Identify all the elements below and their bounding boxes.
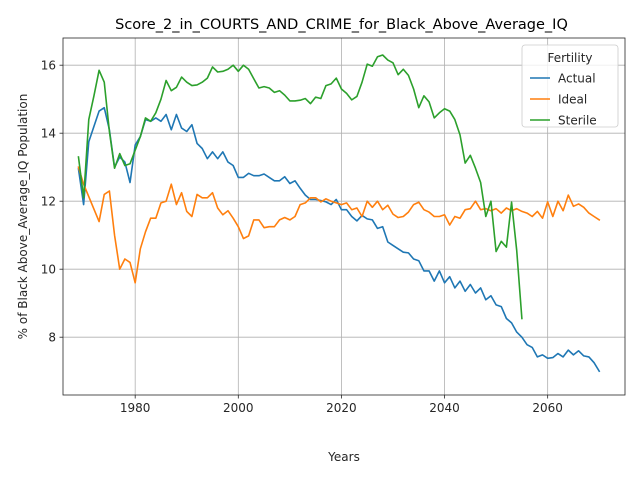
series-line-ideal (77, 166, 601, 284)
legend-title: Fertility (547, 51, 592, 65)
series-lines (77, 54, 601, 373)
x-tick-label: 2040 (429, 401, 460, 415)
x-tick-label: 2020 (326, 401, 357, 415)
series-line-actual (77, 106, 601, 373)
x-axis-label: Years (327, 450, 360, 464)
legend-label-ideal: Ideal (558, 92, 587, 106)
y-tick-label: 10 (41, 263, 56, 277)
x-tick-label: 2060 (532, 401, 563, 415)
legend-label-sterile: Sterile (558, 113, 597, 127)
chart-title: Score_2_in_COURTS_AND_CRIME_for_Black_Ab… (115, 17, 568, 33)
x-axis-ticks: 1980 2000 2020 2040 2060 (120, 395, 563, 415)
legend-box (521, 44, 619, 128)
y-axis-label: % of Black Above_Average_IQ Population (16, 94, 30, 340)
y-tick-label: 14 (41, 127, 56, 141)
legend: Fertility Actual Ideal Sterile (521, 44, 619, 128)
y-axis-ticks: 8 10 12 14 16 (41, 59, 63, 345)
plot-frame (62, 37, 626, 396)
series-line-sterile (77, 54, 523, 320)
y-tick-label: 12 (41, 195, 56, 209)
x-tick-label: 1980 (120, 401, 151, 415)
x-tick-label: 2000 (223, 401, 254, 415)
legend-label-actual: Actual (558, 71, 596, 85)
y-tick-label: 16 (41, 59, 56, 73)
y-tick-label: 8 (48, 331, 56, 345)
